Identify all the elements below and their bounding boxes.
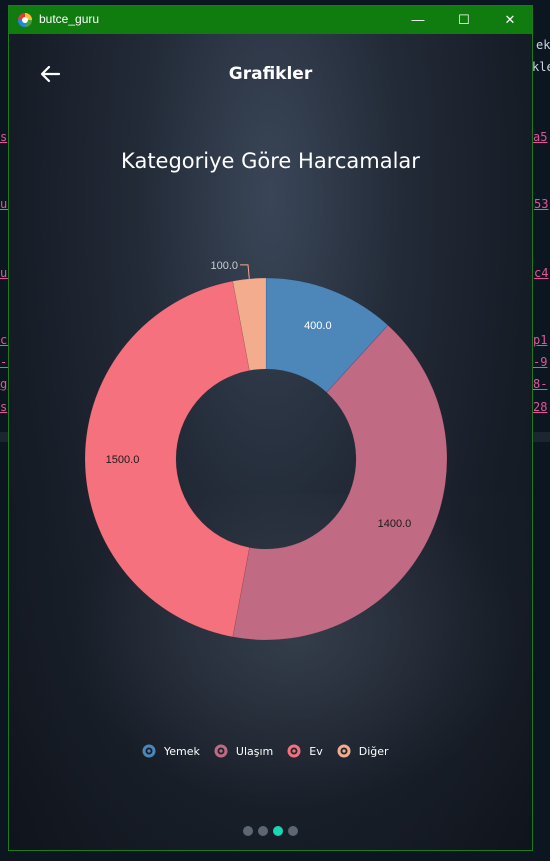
terminal-fragment: c4 — [534, 266, 550, 280]
title-bar[interactable]: butce_guru — ☐ ✕ — [9, 6, 532, 34]
terminal-fragment: 8- — [533, 377, 550, 391]
legend-label: Diğer — [359, 745, 389, 758]
close-button[interactable]: ✕ — [487, 6, 533, 34]
slice-value-label: 1500.0 — [106, 454, 140, 466]
page-dot[interactable] — [288, 826, 298, 836]
app-window: butce_guru — ☐ ✕ Grafikler Kategoriye Gö… — [8, 5, 533, 851]
legend-swatch-icon — [214, 744, 228, 758]
app-content: Grafikler Kategoriye Göre Harcamalar 400… — [9, 34, 532, 851]
legend-item[interactable]: Ev — [287, 744, 322, 758]
legend-label: Ulaşım — [236, 745, 273, 758]
slice-leader-line — [240, 265, 249, 279]
legend-swatch-icon — [337, 744, 351, 758]
legend-swatch-icon — [142, 744, 156, 758]
slice-value-label: 100.0 — [210, 260, 238, 272]
page-dot[interactable] — [258, 826, 268, 836]
page-dot-active[interactable] — [273, 826, 283, 836]
window-title: butce_guru — [39, 12, 99, 26]
maximize-button[interactable]: ☐ — [441, 6, 487, 34]
page-dot[interactable] — [243, 826, 253, 836]
legend-swatch-icon — [287, 744, 301, 758]
legend-item[interactable]: Yemek — [142, 744, 200, 758]
app-logo-icon — [17, 12, 33, 28]
terminal-fragment: ek — [536, 38, 550, 52]
terminal-fragment: 53 — [534, 197, 550, 211]
terminal-fragment: -9 — [533, 355, 550, 369]
terminal-fragment: a5 — [533, 130, 550, 144]
terminal-fragment: kle — [532, 60, 550, 74]
legend-item[interactable]: Diğer — [337, 744, 389, 758]
legend-label: Ev — [309, 745, 322, 758]
minimize-button[interactable]: — — [395, 6, 441, 34]
slice-value-label: 400.0 — [304, 320, 332, 332]
terminal-fragment: 28 — [533, 400, 550, 414]
chart-legend: Yemek Ulaşım Ev — [142, 742, 389, 760]
terminal-fragment: p1 — [533, 333, 550, 347]
legend-item[interactable]: Ulaşım — [214, 744, 273, 758]
page-indicator — [243, 826, 298, 836]
legend-label: Yemek — [164, 745, 200, 758]
slice-value-label: 1400.0 — [378, 518, 412, 530]
donut-chart: 400.0 1400.0 1500.0 100.0 — [9, 34, 533, 734]
